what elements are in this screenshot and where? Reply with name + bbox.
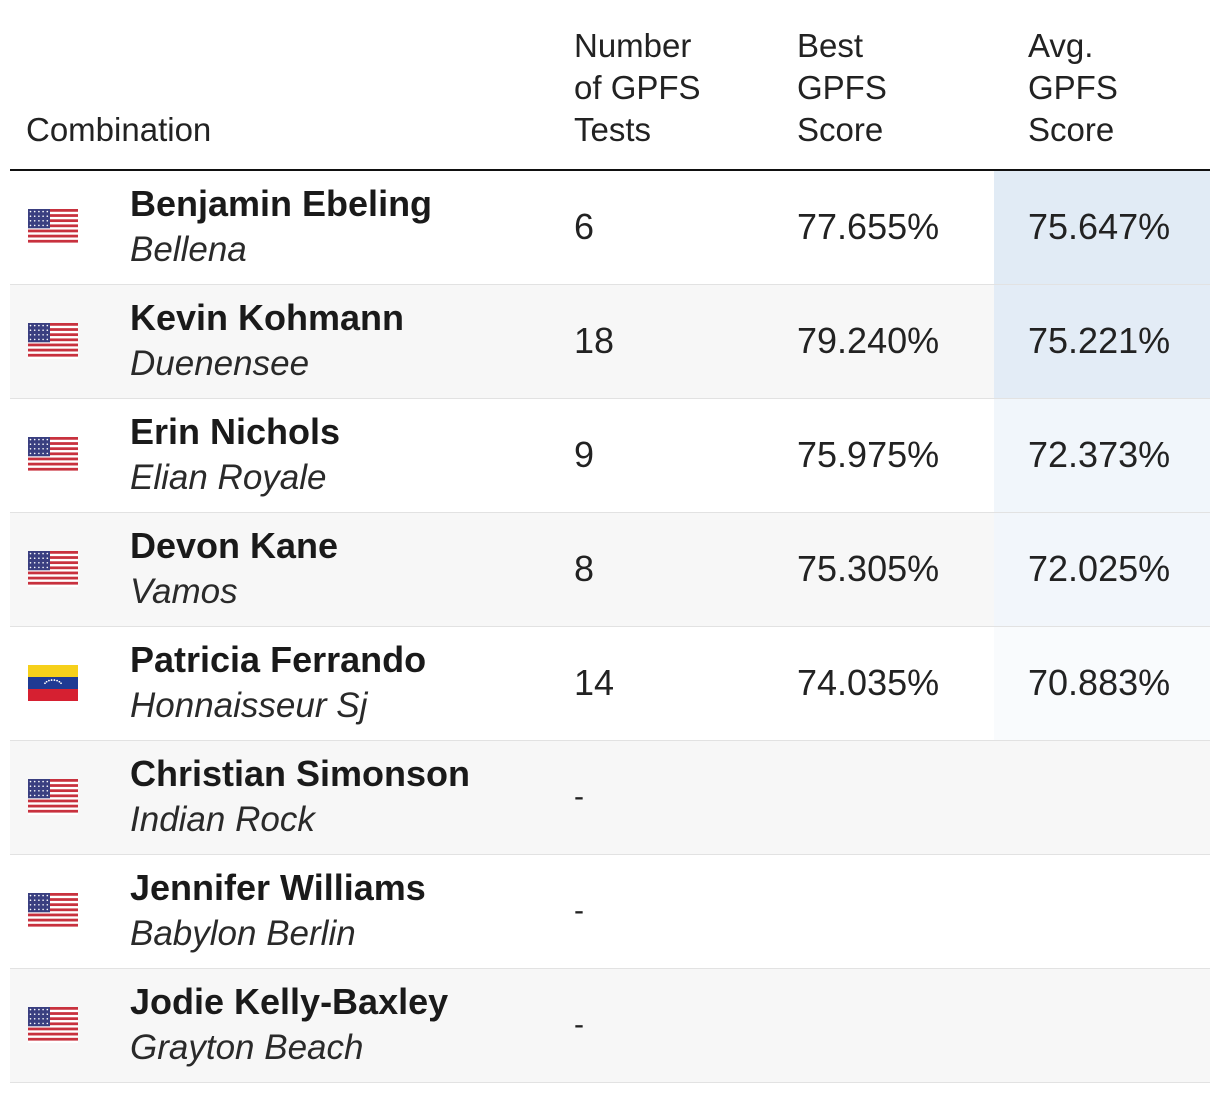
- header-best-line: Score: [797, 111, 884, 148]
- combination-cell: Christian Simonson Indian Rock: [130, 740, 574, 855]
- header-avg-line: Avg.: [1028, 27, 1094, 64]
- combination-cell: Devon Kane Vamos: [130, 512, 574, 627]
- us-flag-icon: [28, 551, 78, 587]
- avg-score: [994, 968, 1210, 1083]
- table-row[interactable]: Devon Kane Vamos 8 75.305% 72.025%: [10, 512, 1210, 627]
- tests-count: 6: [574, 170, 797, 285]
- results-table: Combination Number of GPFS Tests Best GP…: [10, 0, 1210, 1083]
- rider-name[interactable]: Jodie Kelly-Baxley: [130, 981, 449, 1022]
- us-flag-icon: [28, 893, 78, 929]
- table-row[interactable]: Benjamin Ebeling Bellena 6 77.655% 75.647%: [10, 170, 1210, 285]
- combination-cell: Kevin Kohmann Duenensee: [130, 284, 574, 399]
- rider-name[interactable]: Patricia Ferrando: [130, 639, 427, 680]
- best-score: 74.035%: [797, 626, 994, 741]
- flag-cell: [10, 170, 130, 285]
- avg-score: 72.373%: [994, 398, 1210, 513]
- header-combination-label: Combination: [26, 111, 212, 148]
- us-flag-icon: [28, 437, 78, 473]
- flag-cell: [10, 626, 130, 741]
- tests-count: 9: [574, 398, 797, 513]
- us-flag-icon: [28, 323, 78, 359]
- combination-cell: Patricia Ferrando Honnaisseur Sj: [130, 626, 574, 741]
- ve-flag-icon: [28, 665, 78, 701]
- combination-cell: Jennifer Williams Babylon Berlin: [130, 854, 574, 969]
- tests-count: -: [574, 740, 797, 855]
- flag-cell: [10, 854, 130, 969]
- header-avg-line: Score: [1028, 111, 1115, 148]
- header-tests-line: Tests: [574, 111, 652, 148]
- horse-name[interactable]: Duenensee: [130, 344, 310, 383]
- header-combination[interactable]: Combination: [10, 0, 574, 171]
- flag-cell: [10, 512, 130, 627]
- rider-name[interactable]: Benjamin Ebeling: [130, 183, 433, 225]
- results-table-container: Combination Number of GPFS Tests Best GP…: [10, 0, 1210, 1083]
- table-row[interactable]: Christian Simonson Indian Rock -: [10, 740, 1210, 855]
- avg-score: 75.647%: [994, 170, 1210, 285]
- avg-score: 72.025%: [994, 512, 1210, 627]
- tests-count: 18: [574, 284, 797, 399]
- best-score: 75.975%: [797, 398, 994, 513]
- rider-name[interactable]: Christian Simonson: [130, 753, 471, 794]
- table-row[interactable]: Erin Nichols Elian Royale 9 75.975% 72.373%: [10, 398, 1210, 513]
- table-row[interactable]: Jennifer Williams Babylon Berlin -: [10, 854, 1210, 969]
- tests-count: -: [574, 968, 797, 1083]
- header-avg-line: GPFS: [1028, 69, 1118, 106]
- horse-name[interactable]: Elian Royale: [130, 458, 327, 497]
- header-best-line: Best: [797, 27, 864, 64]
- header-best-line: GPFS: [797, 69, 887, 106]
- avg-score: 70.883%: [994, 626, 1210, 741]
- combination-cell: Jodie Kelly-Baxley Grayton Beach: [130, 968, 574, 1083]
- table-row[interactable]: Patricia Ferrando Honnaisseur Sj 14 74.035%…: [10, 626, 1210, 741]
- flag-cell: [10, 740, 130, 855]
- avg-score: [994, 740, 1210, 855]
- header-best[interactable]: Best GPFS Score: [797, 0, 994, 171]
- horse-name[interactable]: Vamos: [130, 572, 238, 611]
- avg-score: [994, 854, 1210, 969]
- horse-name[interactable]: Babylon Berlin: [130, 914, 356, 953]
- flag-cell: [10, 284, 130, 399]
- table-row[interactable]: Jodie Kelly-Baxley Grayton Beach -: [10, 968, 1210, 1083]
- horse-name[interactable]: Bellena: [130, 230, 247, 270]
- horse-name[interactable]: Honnaisseur Sj: [130, 686, 368, 725]
- best-score: [797, 740, 994, 855]
- tests-count: 14: [574, 626, 797, 741]
- table-header-row: Combination Number of GPFS Tests Best GP…: [10, 0, 1210, 171]
- header-avg[interactable]: Avg. GPFS Score: [994, 0, 1210, 171]
- tests-count: -: [574, 854, 797, 969]
- rider-name[interactable]: Erin Nichols: [130, 411, 341, 452]
- combination-cell: Erin Nichols Elian Royale: [130, 398, 574, 513]
- avg-score: 75.221%: [994, 284, 1210, 399]
- flag-cell: [10, 968, 130, 1083]
- best-score: 77.655%: [797, 170, 994, 285]
- us-flag-icon: [28, 779, 78, 815]
- combination-cell: Benjamin Ebeling Bellena: [130, 170, 574, 285]
- table-row[interactable]: Kevin Kohmann Duenensee 18 79.240% 75.221%: [10, 284, 1210, 399]
- header-tests-line: Number: [574, 27, 692, 64]
- best-score: 79.240%: [797, 284, 994, 399]
- tests-count: 8: [574, 512, 797, 627]
- header-tests[interactable]: Number of GPFS Tests: [574, 0, 797, 171]
- horse-name[interactable]: Indian Rock: [130, 800, 315, 839]
- us-flag-icon: [28, 209, 78, 246]
- best-score: [797, 968, 994, 1083]
- header-tests-line: of GPFS: [574, 69, 701, 106]
- best-score: 75.305%: [797, 512, 994, 627]
- flag-cell: [10, 398, 130, 513]
- rider-name[interactable]: Kevin Kohmann: [130, 297, 405, 338]
- rider-name[interactable]: Devon Kane: [130, 525, 339, 566]
- rider-name[interactable]: Jennifer Williams: [130, 867, 426, 908]
- best-score: [797, 854, 994, 969]
- us-flag-icon: [28, 1007, 78, 1043]
- horse-name[interactable]: Grayton Beach: [130, 1028, 364, 1067]
